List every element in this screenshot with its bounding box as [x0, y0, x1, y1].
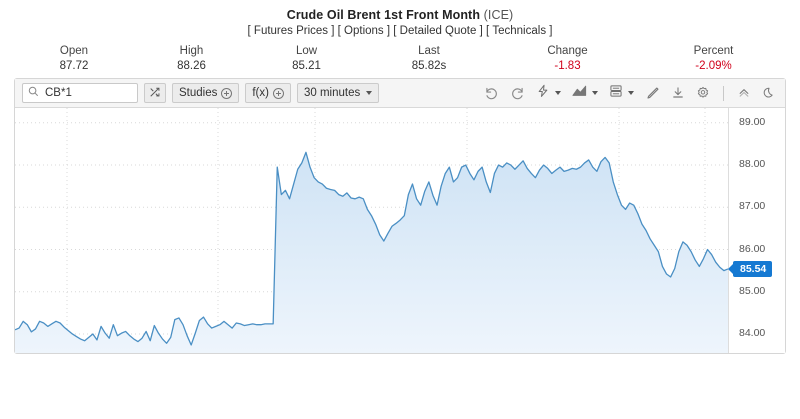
compare-symbols-icon [149, 86, 161, 101]
stat-low: Low 85.21 [249, 44, 364, 74]
page-title-text: Crude Oil Brent 1st Front Month [286, 8, 481, 22]
bracket-open: [ [485, 25, 493, 37]
stat-low-label: Low [295, 45, 318, 57]
interval-dropdown[interactable]: 30 minutes [296, 83, 380, 103]
chart-type-button[interactable] [572, 84, 598, 103]
y-axis-separator [728, 108, 729, 353]
link-options[interactable]: Options [344, 25, 384, 37]
function-label: f(x) [252, 87, 269, 99]
y-tick-label: 87.00 [739, 200, 766, 213]
quote-stats: Open 87.72 High 88.26 Low 85.21 Last 85.… [0, 44, 800, 74]
stat-last: Last 85.82s [364, 44, 494, 74]
stat-percent: Percent -2.09% [641, 44, 786, 74]
stat-percent-label: Percent [693, 45, 734, 57]
bracket-open: [ [337, 25, 345, 37]
chevron-down-icon [555, 91, 561, 95]
stat-high-value: 88.26 [177, 60, 206, 72]
exchange-label: (ICE) [483, 8, 514, 22]
stat-open-label: Open [59, 45, 89, 57]
stat-low-value: 85.21 [292, 60, 321, 72]
bracket-close: ] [546, 25, 553, 37]
toolbar-divider [723, 85, 724, 101]
y-tick-label: 84.00 [739, 326, 766, 339]
link-detailed-quote[interactable]: Detailed Quote [399, 25, 477, 37]
symbol-value: CB*1 [45, 87, 72, 99]
stat-high: High 88.26 [134, 44, 249, 74]
stat-change: Change -1.83 [494, 44, 641, 74]
page-title: Crude Oil Brent 1st Front Month (ICE) [0, 8, 800, 22]
price-chart-svg [15, 108, 729, 353]
y-tick-label: 85.00 [739, 284, 766, 297]
y-axis-labels: 89.00 88.00 87.00 86.00 85.00 84.00 85.54 [727, 108, 785, 353]
bracket-close: ] [328, 25, 335, 37]
studies-label: Studies [179, 87, 218, 99]
search-icon [28, 84, 39, 102]
link-technicals[interactable]: Technicals [492, 25, 547, 37]
studies-button[interactable]: Studies [172, 83, 240, 103]
chart-toolbar: CB*1 Studies f(x) [15, 79, 785, 108]
interval-label: 30 minutes [303, 87, 361, 99]
header-links: [ Futures Prices ] [ Options ] [ Detaile… [0, 25, 800, 37]
symbol-search-field[interactable]: CB*1 [22, 83, 138, 103]
plus-circle-icon [272, 87, 284, 99]
stat-open: Open 87.72 [14, 44, 134, 74]
y-tick-label: 88.00 [739, 158, 766, 171]
bracket-open: [ [247, 25, 254, 37]
stat-change-label: Change [547, 45, 588, 57]
stat-change-value: -1.83 [554, 60, 581, 72]
undo-icon[interactable] [484, 86, 499, 101]
chevron-down-icon [592, 91, 598, 95]
bracket-close: ] [476, 25, 483, 37]
lightning-icon [536, 84, 550, 103]
pencil-icon[interactable] [645, 86, 660, 101]
y-tick-label: 86.00 [739, 242, 766, 255]
chevron-down-icon [366, 91, 373, 95]
chart-type-icon [572, 84, 587, 103]
chevron-down-icon [628, 91, 634, 95]
plus-circle-icon [221, 87, 233, 99]
page-header: Crude Oil Brent 1st Front Month (ICE) [ … [0, 0, 800, 37]
stat-last-value: 85.82s [411, 60, 447, 72]
stat-high-label: High [179, 45, 204, 57]
collapse-icon[interactable] [737, 86, 751, 100]
stat-last-label: Last [418, 45, 440, 57]
stat-open-value: 87.72 [59, 60, 89, 72]
chart-widget: CB*1 Studies f(x) [14, 78, 786, 354]
last-price-tag: 85.54 [727, 260, 773, 277]
toolbar-icon-group [484, 84, 778, 103]
y-tick-label: 89.00 [739, 115, 766, 128]
layout-button[interactable] [609, 84, 634, 103]
layout-icon [609, 84, 623, 103]
compare-symbols-button[interactable] [144, 83, 166, 103]
moon-icon[interactable] [762, 86, 776, 100]
link-futures-prices[interactable]: Futures Prices [253, 25, 329, 37]
function-button[interactable]: f(x) [245, 83, 291, 103]
stat-percent-value: -2.09% [695, 60, 732, 72]
bracket-open: [ [393, 25, 400, 37]
bracket-close: ] [383, 25, 391, 37]
gear-icon[interactable] [696, 86, 710, 100]
redo-icon[interactable] [510, 86, 525, 101]
lightning-button[interactable] [536, 84, 561, 103]
download-icon[interactable] [671, 86, 685, 100]
